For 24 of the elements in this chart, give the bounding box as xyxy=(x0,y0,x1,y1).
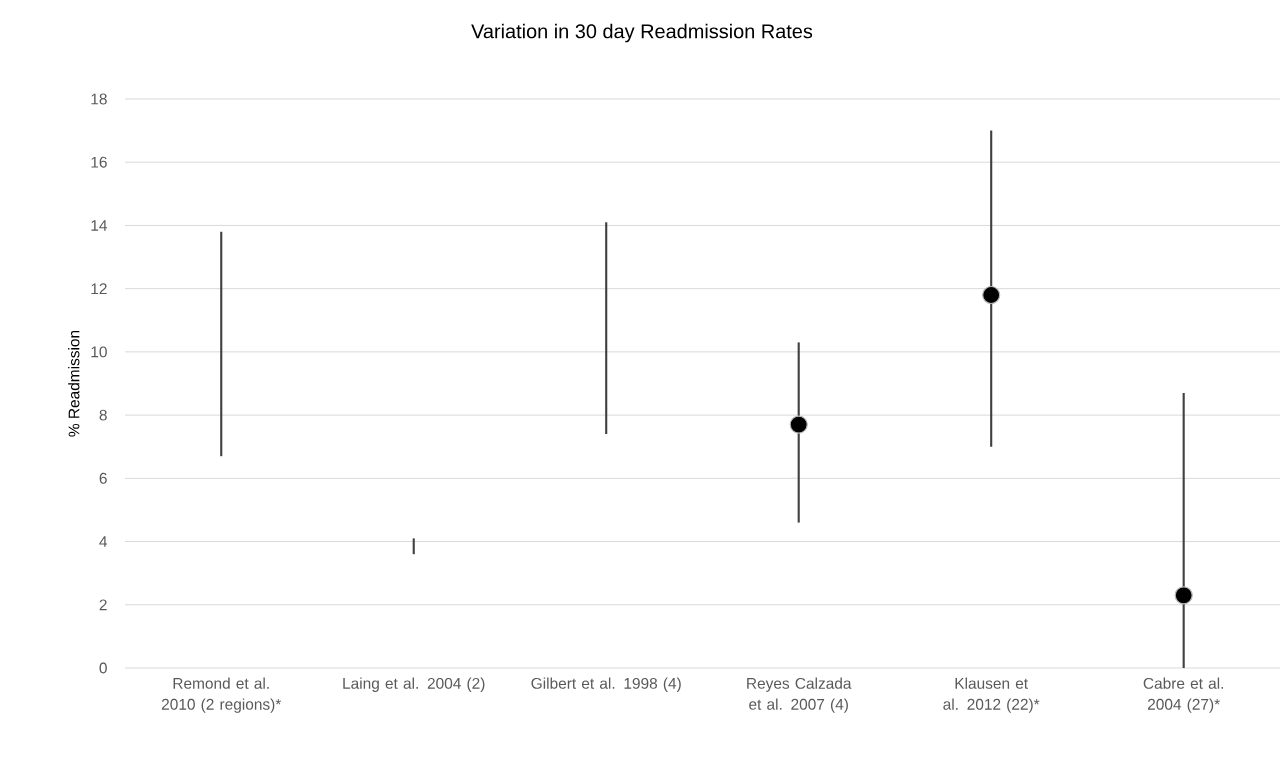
y-tick-label: 4 xyxy=(99,536,108,547)
y-tick-label: 14 xyxy=(91,220,108,231)
bar xyxy=(412,538,415,555)
y-tick-label: 18 xyxy=(91,93,107,105)
bar xyxy=(605,222,608,435)
y-tick-label: 10 xyxy=(91,346,107,358)
y-axis-title: % Readmission xyxy=(68,330,80,437)
y-tick-label: 12 xyxy=(91,283,107,295)
y-tick-label: 8 xyxy=(99,409,107,421)
x-tick-label: Laing et al. 2004 (2) xyxy=(343,677,485,692)
y-tick-label: 0 xyxy=(99,662,107,674)
bar xyxy=(220,231,223,457)
x-tick-label: Reyes Calzada et al. 2007 (4) xyxy=(747,677,852,713)
y-tick-label: 16 xyxy=(91,156,107,168)
y-tick-label: 6 xyxy=(99,472,107,484)
x-tick-label: Gilbert et al. 1998 (4) xyxy=(531,677,681,692)
point xyxy=(1174,586,1193,605)
chart-title: Variation in 30 day Readmission Rates xyxy=(471,23,813,43)
point xyxy=(982,285,1001,305)
x-tick-label: Klausen et al. 2012 (22)* xyxy=(943,677,1040,713)
y-tick-label: 2 xyxy=(99,599,107,611)
point xyxy=(789,415,808,434)
x-tick-label: Remond et al. 2010 (2 regions)* xyxy=(161,677,282,713)
x-tick-label: Cabre et al. 2004 (27)* xyxy=(1143,677,1224,713)
